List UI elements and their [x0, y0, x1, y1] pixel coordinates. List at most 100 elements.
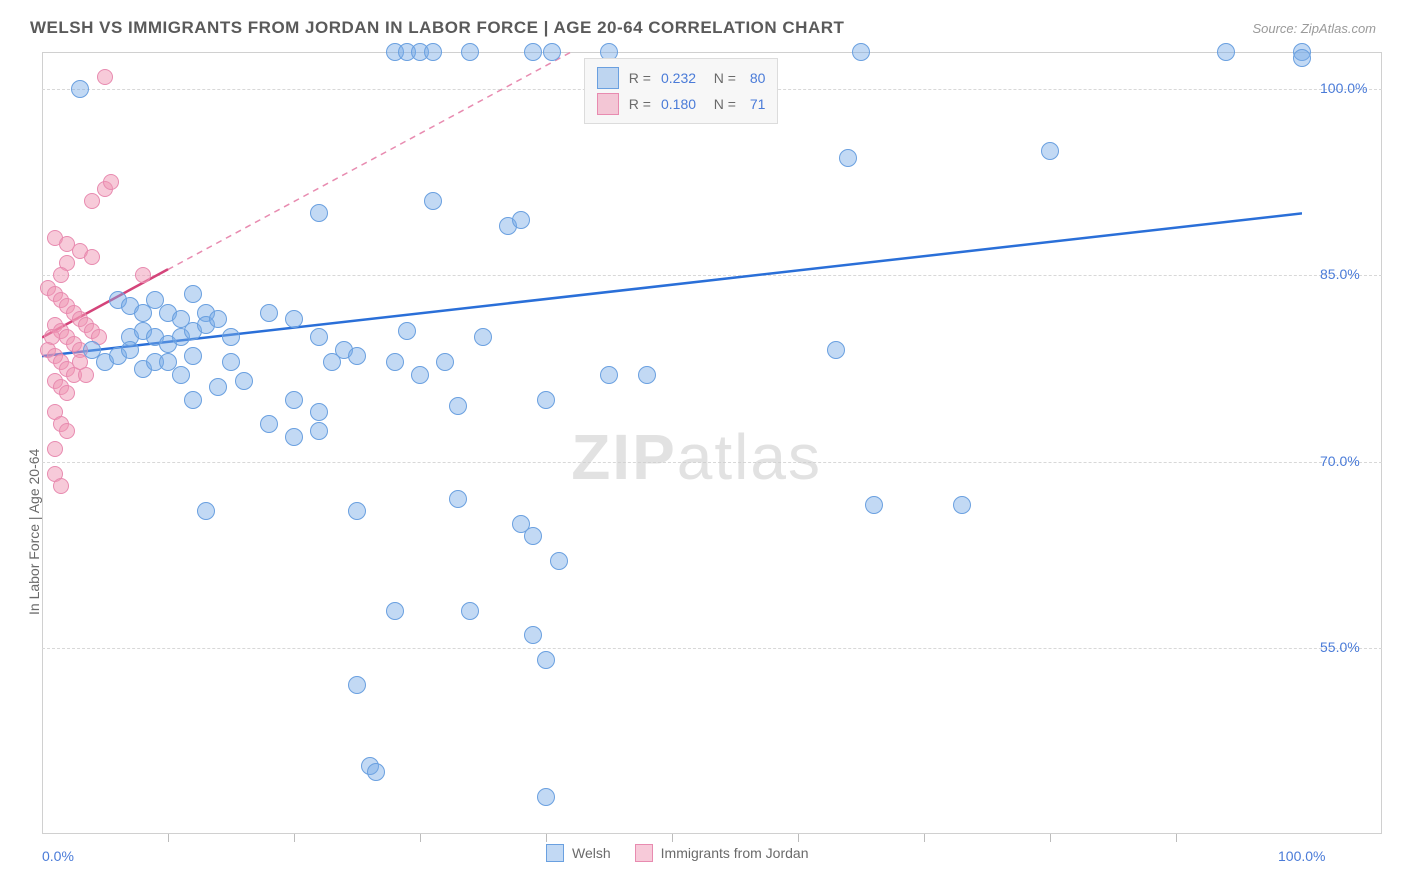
point-welsh: [172, 366, 190, 384]
point-welsh: [953, 496, 971, 514]
point-welsh: [348, 347, 366, 365]
x-tick: [672, 834, 673, 842]
legend-n-label: N =: [706, 70, 736, 86]
chart-title: WELSH VS IMMIGRANTS FROM JORDAN IN LABOR…: [30, 18, 844, 38]
point-welsh: [436, 353, 454, 371]
y-tick-label: 55.0%: [1320, 639, 1360, 655]
point-welsh: [184, 285, 202, 303]
legend-n-value: 71: [746, 96, 765, 112]
x-tick-label-max: 100.0%: [1278, 848, 1325, 864]
footer-swatch: [546, 844, 564, 862]
point-jordan: [59, 385, 75, 401]
point-welsh: [461, 43, 479, 61]
point-welsh: [222, 328, 240, 346]
point-welsh: [398, 322, 416, 340]
gridline: [42, 648, 1382, 649]
point-welsh: [449, 490, 467, 508]
legend-r-value: 0.180: [661, 96, 696, 112]
legend-r-label: R =: [629, 96, 651, 112]
point-welsh: [310, 204, 328, 222]
point-welsh: [209, 310, 227, 328]
plot-area: 55.0%70.0%85.0%100.0%0.0%100.0%: [42, 52, 1302, 834]
point-welsh: [285, 310, 303, 328]
point-welsh: [537, 651, 555, 669]
x-tick: [546, 834, 547, 842]
legend-r-value: 0.232: [661, 70, 696, 86]
point-welsh: [348, 676, 366, 694]
point-welsh: [285, 428, 303, 446]
legend-n-value: 80: [746, 70, 765, 86]
point-welsh: [474, 328, 492, 346]
footer-label: Immigrants from Jordan: [661, 845, 809, 861]
point-welsh: [222, 353, 240, 371]
trend-lines: [42, 52, 1302, 834]
point-welsh: [310, 422, 328, 440]
point-jordan: [97, 69, 113, 85]
point-welsh: [310, 328, 328, 346]
point-jordan: [59, 423, 75, 439]
point-welsh: [260, 304, 278, 322]
gridline: [42, 275, 1382, 276]
point-welsh: [235, 372, 253, 390]
x-tick: [420, 834, 421, 842]
point-welsh: [121, 341, 139, 359]
x-tick: [294, 834, 295, 842]
footer-swatch: [635, 844, 653, 862]
legend-row: R = 0.232 N = 80: [597, 65, 766, 91]
x-tick: [924, 834, 925, 842]
y-tick-label: 100.0%: [1320, 80, 1367, 96]
x-tick: [168, 834, 169, 842]
point-welsh: [524, 43, 542, 61]
point-welsh: [348, 502, 366, 520]
x-tick: [1050, 834, 1051, 842]
point-welsh: [424, 43, 442, 61]
point-welsh: [386, 602, 404, 620]
y-tick-label: 85.0%: [1320, 266, 1360, 282]
point-welsh: [537, 391, 555, 409]
point-welsh: [323, 353, 341, 371]
point-welsh: [411, 366, 429, 384]
footer-label: Welsh: [572, 845, 611, 861]
point-welsh: [285, 391, 303, 409]
series-legend: Welsh Immigrants from Jordan: [546, 844, 808, 862]
point-jordan: [78, 367, 94, 383]
legend-n-label: N =: [706, 96, 736, 112]
point-welsh: [543, 43, 561, 61]
point-welsh: [1041, 142, 1059, 160]
point-welsh: [71, 80, 89, 98]
point-jordan: [135, 267, 151, 283]
x-tick-label-min: 0.0%: [42, 848, 74, 864]
point-welsh: [424, 192, 442, 210]
y-tick-label: 70.0%: [1320, 453, 1360, 469]
point-jordan: [53, 478, 69, 494]
point-welsh: [310, 403, 328, 421]
point-jordan: [103, 174, 119, 190]
point-welsh: [1293, 49, 1311, 67]
point-welsh: [197, 502, 215, 520]
point-jordan: [84, 249, 100, 265]
legend-row: R = 0.180 N = 71: [597, 91, 766, 117]
point-welsh: [524, 626, 542, 644]
point-welsh: [537, 788, 555, 806]
point-jordan: [53, 267, 69, 283]
footer-legend-item: Immigrants from Jordan: [635, 844, 809, 862]
legend-swatch: [597, 93, 619, 115]
point-jordan: [84, 193, 100, 209]
point-welsh: [386, 353, 404, 371]
point-welsh: [524, 527, 542, 545]
x-tick: [1176, 834, 1177, 842]
point-welsh: [550, 552, 568, 570]
point-welsh: [184, 347, 202, 365]
point-welsh: [367, 763, 385, 781]
point-welsh: [852, 43, 870, 61]
point-welsh: [209, 378, 227, 396]
point-welsh: [461, 602, 479, 620]
legend-r-label: R =: [629, 70, 651, 86]
point-welsh: [638, 366, 656, 384]
point-welsh: [260, 415, 278, 433]
point-welsh: [1217, 43, 1235, 61]
point-welsh: [827, 341, 845, 359]
point-welsh: [839, 149, 857, 167]
point-welsh: [600, 366, 618, 384]
point-welsh: [865, 496, 883, 514]
